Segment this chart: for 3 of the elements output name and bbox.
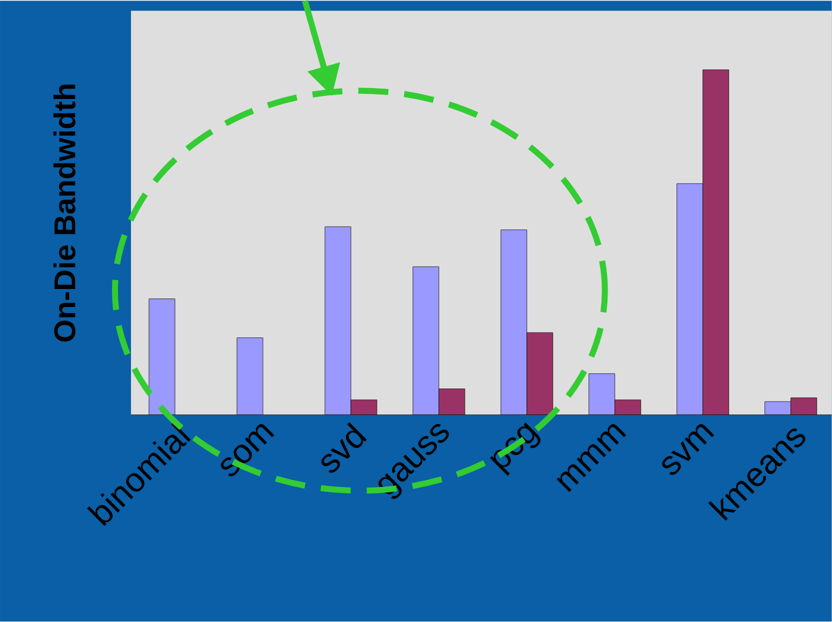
x-tick-label: svd — [321, 422, 367, 473]
x-tick-label: som — [220, 424, 274, 476]
y-axis-title: On-Die Bandwidth — [53, 84, 76, 342]
